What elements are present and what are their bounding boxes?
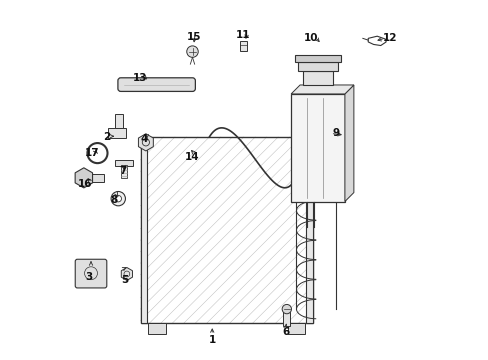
Text: 7: 7 bbox=[119, 166, 126, 176]
Polygon shape bbox=[344, 85, 353, 202]
Text: 6: 6 bbox=[282, 327, 289, 337]
Bar bbox=[115, 160, 133, 166]
Circle shape bbox=[186, 46, 198, 57]
Bar bbox=[290, 94, 344, 202]
Text: 10: 10 bbox=[303, 33, 317, 43]
Bar bbox=[303, 71, 332, 85]
Bar bbox=[283, 312, 290, 326]
Text: 12: 12 bbox=[382, 33, 396, 43]
Text: 17: 17 bbox=[84, 148, 99, 158]
Text: 11: 11 bbox=[235, 30, 249, 40]
Polygon shape bbox=[138, 134, 153, 151]
Bar bbox=[240, 41, 247, 51]
Bar bbox=[115, 114, 123, 128]
Bar bbox=[147, 323, 165, 334]
Polygon shape bbox=[121, 267, 132, 280]
Bar bbox=[140, 137, 147, 323]
Text: 1: 1 bbox=[208, 334, 215, 345]
Bar bbox=[83, 174, 103, 182]
Bar bbox=[295, 55, 340, 62]
Circle shape bbox=[115, 195, 121, 202]
Circle shape bbox=[282, 305, 291, 314]
Bar bbox=[108, 128, 126, 138]
Text: 2: 2 bbox=[102, 132, 110, 142]
Bar bbox=[305, 137, 312, 323]
Text: 16: 16 bbox=[78, 179, 92, 189]
Text: 8: 8 bbox=[110, 195, 117, 205]
FancyBboxPatch shape bbox=[118, 78, 195, 91]
Bar bbox=[297, 62, 338, 71]
Text: 4: 4 bbox=[140, 134, 147, 144]
Text: 3: 3 bbox=[85, 272, 92, 282]
Circle shape bbox=[111, 192, 125, 206]
Bar bbox=[121, 165, 127, 178]
Text: 9: 9 bbox=[332, 129, 339, 138]
FancyBboxPatch shape bbox=[75, 259, 106, 288]
Polygon shape bbox=[75, 168, 92, 188]
Text: 15: 15 bbox=[187, 32, 201, 41]
Text: 14: 14 bbox=[185, 152, 200, 162]
Polygon shape bbox=[290, 85, 353, 94]
Text: 13: 13 bbox=[133, 73, 147, 83]
Bar bbox=[287, 323, 305, 334]
Bar bbox=[140, 137, 312, 323]
Text: 5: 5 bbox=[121, 275, 128, 285]
